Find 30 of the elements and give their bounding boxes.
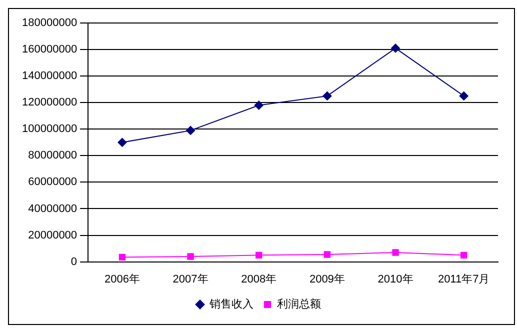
y-tick-label: 160000000 xyxy=(22,44,78,56)
y-tick-label: 20000000 xyxy=(28,229,78,242)
point xyxy=(118,138,127,147)
point xyxy=(256,252,262,258)
point xyxy=(324,251,331,258)
y-tick-label: 120000000 xyxy=(22,96,78,109)
point xyxy=(186,126,196,135)
x-tick-label: 2009年 xyxy=(309,273,345,286)
x-tick-label: 2006年 xyxy=(104,273,140,286)
x-tick-label: 2011年7月 xyxy=(438,273,490,286)
y-tick-label: 100000000 xyxy=(22,123,78,136)
x-tick-label: 2008年 xyxy=(241,273,277,286)
point xyxy=(118,254,126,260)
point xyxy=(392,249,399,256)
point xyxy=(460,252,468,258)
y-tick-label: 180000000 xyxy=(22,17,78,30)
x-tick-label: 2010年 xyxy=(378,273,414,286)
y-tick-label: 60000000 xyxy=(28,176,78,188)
y-tick-label: 80000000 xyxy=(28,150,78,162)
point xyxy=(254,100,264,110)
point xyxy=(391,44,400,53)
point xyxy=(322,91,332,100)
point xyxy=(459,91,468,100)
legend-label: 销售收入 xyxy=(208,298,254,311)
y-tick-label: 140000000 xyxy=(22,70,78,82)
legend-label: 利润总额 xyxy=(277,298,321,311)
y-tick-label: 0 xyxy=(70,256,78,268)
x-tick-label: 2007年 xyxy=(172,273,208,286)
point xyxy=(187,253,194,260)
y-tick-label: 40000000 xyxy=(28,202,78,215)
